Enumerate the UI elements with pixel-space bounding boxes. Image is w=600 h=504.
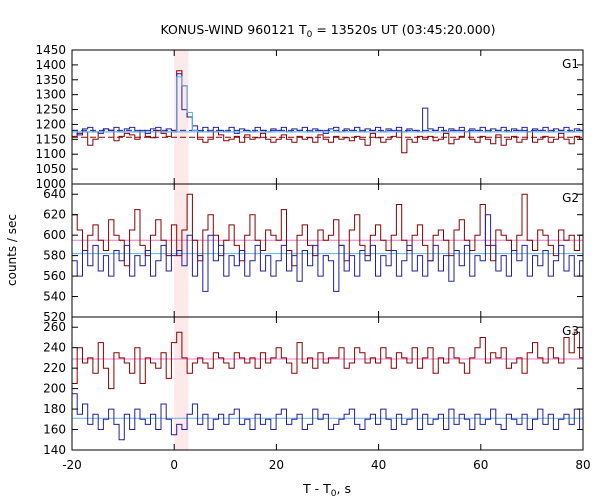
y-tick-label: 1250 bbox=[35, 103, 66, 117]
panel-label: G3 bbox=[562, 324, 579, 338]
y-axis-label: counts / sec bbox=[5, 214, 19, 286]
y-tick-label: 1100 bbox=[35, 147, 66, 161]
y-tick-label: 1150 bbox=[35, 132, 66, 146]
y-tick-label: 260 bbox=[43, 320, 66, 334]
x-tick-label: 60 bbox=[473, 458, 488, 472]
x-axis-label: T - T0, s bbox=[302, 481, 351, 499]
x-tick-label: -20 bbox=[62, 458, 82, 472]
chart-title: KONUS-WIND 960121 T0 = 13520s UT (03:45:… bbox=[160, 22, 495, 40]
panel-label: G1 bbox=[562, 57, 579, 71]
panel-g3: 140 160 180 200 220 240 260 G3 bbox=[43, 316, 584, 457]
y-tick-label: 520 bbox=[43, 310, 66, 324]
y-tick-label: 240 bbox=[43, 341, 66, 355]
y-tick-label: 1300 bbox=[35, 88, 66, 102]
y-tick-label: 620 bbox=[43, 208, 66, 222]
y-tick-label: 1200 bbox=[35, 117, 66, 131]
series-blue bbox=[72, 393, 583, 441]
x-tick-label: 0 bbox=[170, 458, 178, 472]
y-tick-label: 1350 bbox=[35, 73, 66, 87]
x-tick-label: 20 bbox=[269, 458, 284, 472]
series-red bbox=[72, 331, 583, 390]
y-tick-label: 540 bbox=[43, 290, 66, 304]
series-blue bbox=[72, 214, 583, 292]
y-tick-label: 1000 bbox=[35, 177, 66, 191]
y-tick-label: 220 bbox=[43, 361, 66, 375]
plot-layer: 1000105011001150120012501300135014001450… bbox=[35, 43, 590, 472]
panel-g2: 520 540 560 580 600 620 640 G2 bbox=[43, 183, 584, 324]
y-tick-label: 600 bbox=[43, 228, 66, 242]
panel-frame bbox=[71, 316, 584, 451]
panel-label: G2 bbox=[562, 191, 579, 205]
y-tick-label: 1400 bbox=[35, 58, 66, 72]
y-tick-label: 200 bbox=[43, 382, 66, 396]
y-tick-label: 560 bbox=[43, 269, 66, 283]
series-red bbox=[72, 193, 583, 267]
panel-g1: 1000105011001150120012501300135014001450… bbox=[35, 43, 584, 191]
x-tick-label: 80 bbox=[575, 458, 590, 472]
y-tick-label: 160 bbox=[43, 423, 66, 437]
y-tick-label: 1050 bbox=[35, 162, 66, 176]
y-tick-label: 1450 bbox=[35, 43, 66, 57]
series-blue bbox=[72, 73, 583, 136]
highlight-interval bbox=[174, 317, 189, 450]
highlight-interval bbox=[174, 50, 189, 184]
y-tick-label: 580 bbox=[43, 249, 66, 263]
series-cyan bbox=[72, 76, 583, 133]
x-tick-label: 40 bbox=[371, 458, 386, 472]
y-tick-label: 640 bbox=[43, 187, 66, 201]
y-tick-label: 180 bbox=[43, 402, 66, 416]
y-tick-label: 140 bbox=[43, 443, 66, 457]
